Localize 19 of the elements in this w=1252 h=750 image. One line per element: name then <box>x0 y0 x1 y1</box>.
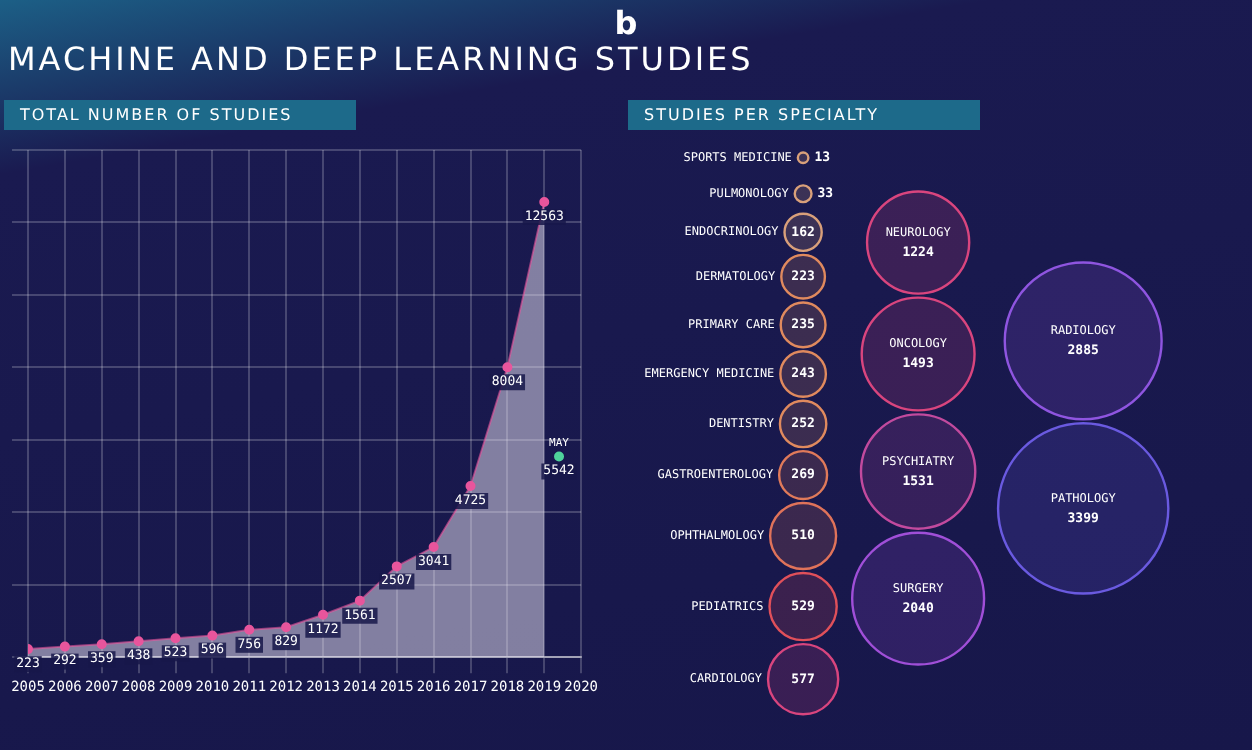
point <box>318 609 329 620</box>
point <box>354 595 365 606</box>
point <box>428 542 439 553</box>
point <box>133 636 144 647</box>
text: b <box>612 4 640 42</box>
point <box>539 197 550 208</box>
point <box>465 481 476 492</box>
point <box>170 633 181 644</box>
point <box>59 641 70 652</box>
chart-title: MACHINE AND DEEP LEARNING STUDIES <box>8 40 754 78</box>
chart-subtitle: TOTAL NUMBER OF STUDIES <box>4 100 356 130</box>
point <box>207 630 218 641</box>
point <box>502 362 513 373</box>
point <box>281 622 292 633</box>
point <box>554 451 565 462</box>
point <box>96 639 107 650</box>
point <box>244 624 255 635</box>
text: STUDIES PER SPECIALTY <box>628 100 980 130</box>
point <box>391 561 402 572</box>
